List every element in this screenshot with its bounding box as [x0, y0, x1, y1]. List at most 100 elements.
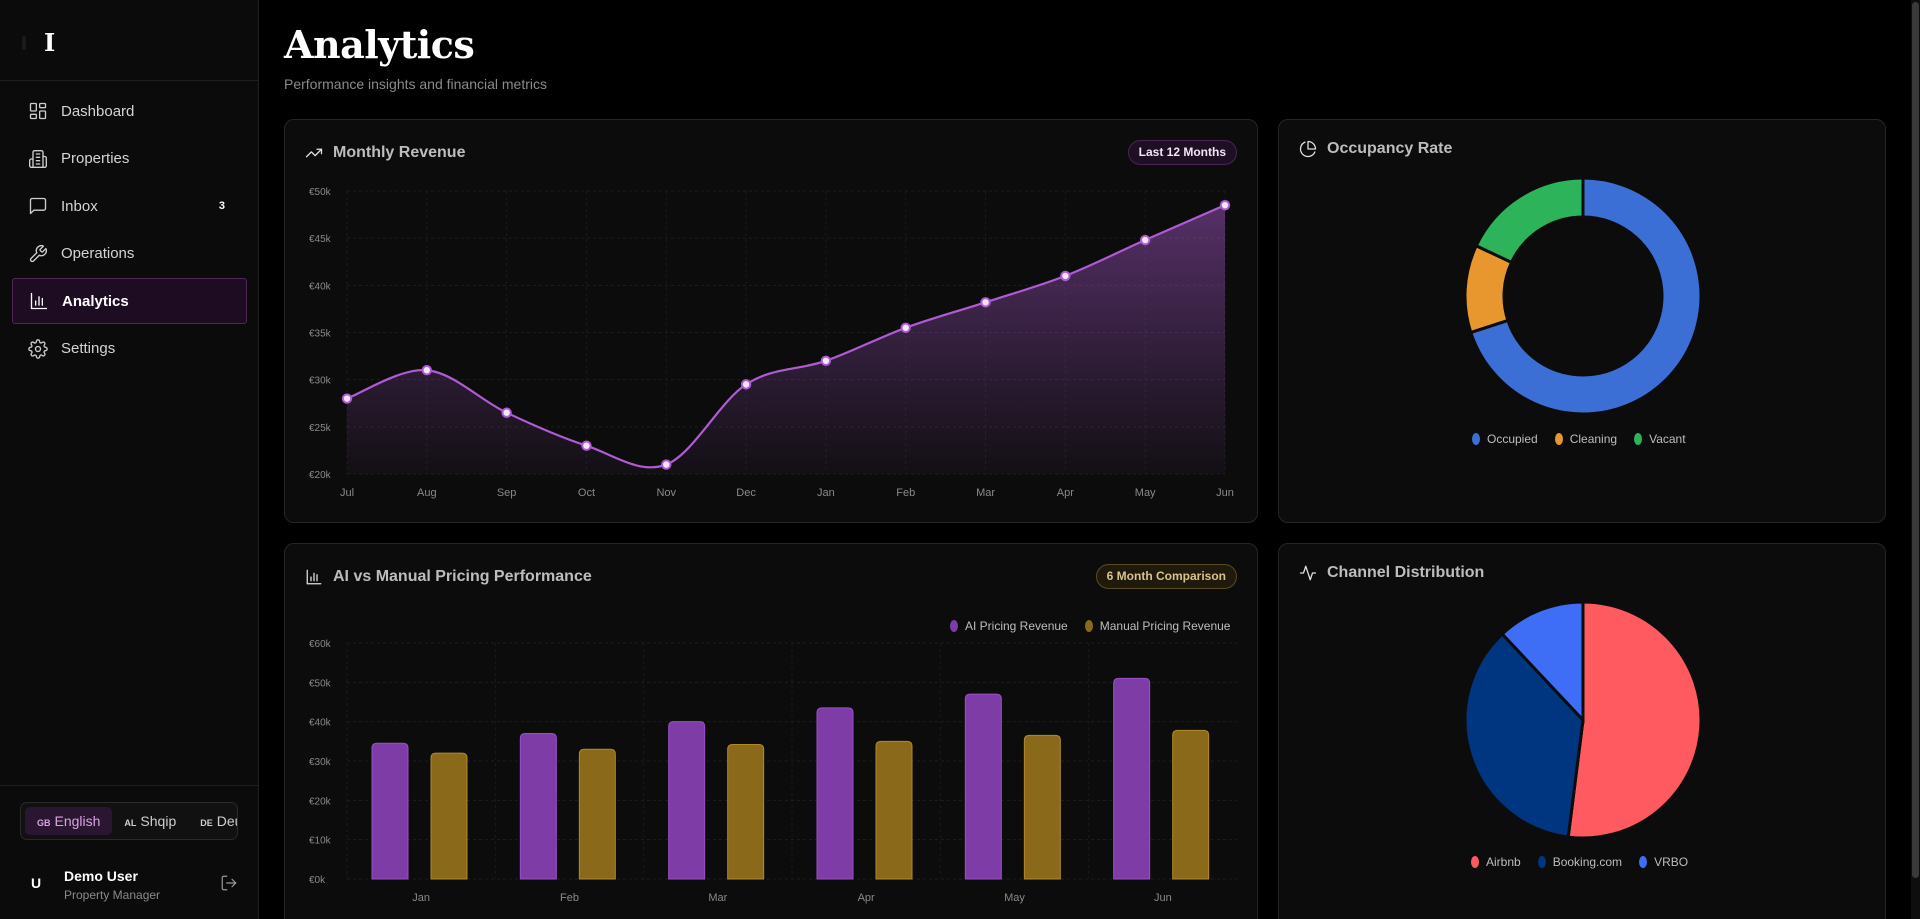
gear-icon	[28, 338, 48, 359]
language-option-deutsch[interactable]: DE Deutsch	[188, 807, 237, 835]
ai-pricing-bar	[668, 721, 706, 880]
legend-label: Cleaning	[1569, 432, 1618, 446]
user-role: Property Manager	[64, 888, 161, 902]
legend-label: Booking.com	[1552, 855, 1623, 869]
ai-pricing-bar	[1113, 677, 1151, 880]
revenue-point	[1060, 270, 1071, 282]
language-label: English	[54, 813, 101, 829]
legend-item-cleaning[interactable]: Cleaning	[1554, 432, 1618, 446]
sidebar-item-inbox[interactable]: Inbox 3	[12, 183, 247, 229]
revenue-point	[1219, 199, 1231, 211]
x-tick-label: Oct	[578, 487, 595, 499]
legend-item-airbnb[interactable]: Airbnb	[1471, 855, 1521, 869]
revenue-point	[501, 407, 512, 418]
legend-item-occupied[interactable]: Occupied	[1472, 432, 1538, 446]
legend-label: Vacant	[1649, 432, 1686, 446]
manual-pricing-bar	[875, 740, 913, 880]
card-title-text: Channel Distribution	[1327, 564, 1485, 581]
y-tick-label: €20k	[309, 796, 332, 807]
occupancy-rate-card: Occupancy Rate Occupied Cleaning Vacant	[1278, 119, 1886, 523]
building-icon	[28, 149, 48, 169]
manual-pricing-bar	[1023, 734, 1061, 880]
y-tick-label: €35k	[309, 329, 332, 340]
revenue-point	[661, 459, 672, 470]
brand: I	[0, 0, 258, 81]
x-tick-label: Nov	[656, 487, 676, 499]
legend-label: Manual Pricing Revenue	[1099, 619, 1231, 633]
pricing-bar-chart: €0k €10k €20k €30k €40k €50k €60k Jan Feb Mar Apr M…	[309, 639, 1237, 904]
y-tick-label: €40k	[309, 281, 332, 292]
revenue-area	[347, 205, 1225, 474]
channel-legend: Airbnb Booking.com VRBO	[1471, 855, 1705, 869]
activity-icon	[1299, 564, 1317, 582]
legend-label: AI Pricing Revenue	[965, 619, 1068, 633]
legend-swatch	[1537, 856, 1546, 868]
legend-swatch	[1554, 433, 1563, 445]
y-tick-label: €20k	[309, 470, 332, 481]
y-tick-label: €30k	[309, 757, 332, 768]
layout-grid-icon	[28, 101, 48, 121]
legend-item-manual-pricing[interactable]: Manual Pricing Revenue	[1084, 619, 1231, 633]
revenue-point	[421, 365, 433, 376]
slice-airbnb	[1566, 600, 1703, 840]
language-option-english[interactable]: GB English	[25, 807, 113, 835]
sidebar-footer: GB English AL Shqip DE Deutsch U Demo Us…	[0, 785, 259, 919]
y-tick-label: €50k	[309, 678, 332, 689]
ai-pricing-bar	[816, 707, 854, 880]
pie-chart-icon	[1299, 140, 1317, 158]
legend-item-vacant[interactable]: Vacant	[1634, 432, 1686, 446]
occupancy-legend: Occupied Cleaning Vacant	[1472, 432, 1703, 446]
manual-pricing-bar	[430, 752, 468, 880]
trending-up-icon	[305, 144, 323, 162]
y-tick-label: €30k	[309, 376, 332, 387]
y-tick-label: €0k	[309, 875, 326, 886]
sidebar-item-properties[interactable]: Properties	[12, 136, 247, 182]
card-title: Monthly Revenue	[305, 144, 465, 162]
sidebar-item-label: Settings	[61, 340, 116, 357]
sidebar-item-settings[interactable]: Settings	[12, 326, 247, 372]
pricing-legend: AI Pricing Revenue Manual Pricing Revenu…	[950, 619, 1247, 633]
card-title: Occupancy Rate	[1299, 140, 1452, 158]
legend-swatch	[1472, 433, 1480, 445]
sidebar: I Dashboard Properties Inbox 3 Operation…	[0, 0, 259, 919]
channel-pie-chart	[1463, 600, 1703, 840]
page-subtitle: Performance insights and financial metri…	[284, 76, 548, 92]
flag-gb-icon: GB	[37, 818, 51, 828]
x-tick-label: Jan	[412, 892, 430, 904]
sidebar-item-dashboard[interactable]: Dashboard	[12, 88, 247, 134]
revenue-point	[581, 440, 592, 451]
language-option-shqip[interactable]: AL Shqip	[112, 807, 188, 835]
wrench-icon	[28, 244, 48, 264]
legend-item-ai-pricing[interactable]: AI Pricing Revenue	[950, 619, 1068, 633]
inbox-count-badge: 3	[218, 200, 225, 212]
revenue-point	[900, 322, 911, 333]
legend-item-booking[interactable]: Booking.com	[1537, 855, 1623, 869]
language-label: Shqip	[140, 813, 177, 829]
language-switcher: GB English AL Shqip DE Deutsch	[20, 802, 238, 840]
sidebar-item-operations[interactable]: Operations	[12, 231, 247, 277]
ai-pricing-bar	[371, 742, 409, 880]
sidebar-item-label: Analytics	[62, 292, 129, 310]
slice-booking-com	[1463, 631, 1585, 839]
brand-mark	[22, 36, 26, 50]
legend-label: Airbnb	[1486, 855, 1521, 869]
logout-icon[interactable]	[220, 874, 238, 892]
y-tick-label: €60k	[309, 639, 332, 650]
legend-swatch	[1084, 620, 1093, 632]
brand-logo[interactable]: I	[44, 28, 56, 57]
page-scrollbar[interactable]	[1911, 0, 1920, 919]
scrollbar-thumb[interactable]	[1912, 2, 1919, 878]
period-badge: Last 12 Months	[1127, 140, 1237, 165]
sidebar-nav: Dashboard Properties Inbox 3 Operations …	[12, 88, 247, 373]
legend-item-vrbo[interactable]: VRBO	[1639, 855, 1688, 869]
legend-label: VRBO	[1654, 855, 1689, 869]
legend-swatch	[1471, 856, 1479, 868]
flag-de-icon: DE	[200, 818, 213, 828]
user-profile: U Demo User Property Manager	[20, 864, 240, 904]
x-tick-label: Feb	[896, 487, 915, 499]
x-tick-label: May	[1004, 892, 1025, 904]
card-title-text: AI vs Manual Pricing Performance	[333, 568, 592, 585]
x-tick-label: Sep	[497, 487, 517, 499]
sidebar-item-analytics[interactable]: Analytics	[12, 278, 247, 324]
